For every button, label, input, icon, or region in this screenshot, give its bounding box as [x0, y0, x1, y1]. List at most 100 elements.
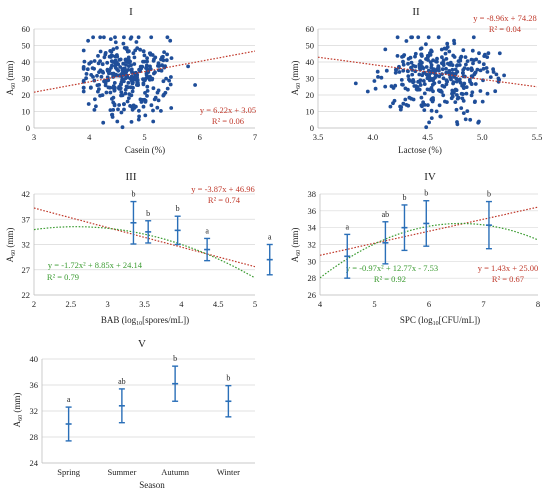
- data-point: [497, 51, 502, 56]
- data-point: [98, 93, 102, 98]
- data-point: [155, 90, 160, 95]
- data-point: [463, 117, 468, 122]
- data-point: [138, 47, 143, 52]
- data-point: [488, 75, 493, 79]
- panel-title: V: [138, 338, 146, 350]
- data-point: [131, 103, 136, 108]
- trendline-r2: R² = 0.74: [208, 195, 241, 205]
- data-point: [447, 49, 452, 54]
- y-tick-label: 38: [308, 189, 317, 199]
- data-point: [162, 50, 167, 54]
- trendline-equation: y = -1.72x² + 8.85x + 24.14: [48, 260, 143, 270]
- data-point: [464, 85, 469, 89]
- data-point: [164, 58, 169, 63]
- data-point: [422, 82, 427, 86]
- data-point: [118, 65, 123, 69]
- data-point: [464, 62, 468, 67]
- data-point: [464, 91, 469, 96]
- data-point: [144, 66, 148, 70]
- data-point: [455, 93, 459, 97]
- significance-letter: b: [131, 190, 135, 199]
- data-point: [469, 81, 474, 86]
- data-point: [443, 51, 448, 56]
- panel-i: I 0 10 20 30 40 50 60 3 4 5 6 7 Casein (%) A60 (mm) y =…: [5, 6, 257, 155]
- data-point: [137, 108, 141, 113]
- data-point: [399, 105, 404, 110]
- data-point: [452, 38, 456, 43]
- data-point: [108, 108, 113, 112]
- data-point: [168, 38, 173, 43]
- data-point: [451, 80, 456, 84]
- data-point: [449, 96, 454, 101]
- polynomial-trendline: [320, 222, 538, 279]
- data-point: [384, 68, 389, 73]
- data-point: [87, 61, 92, 66]
- x-tick-label: 2.5: [66, 299, 77, 309]
- x-tick-label: 5: [253, 299, 257, 309]
- data-point: [455, 63, 460, 67]
- trendline-r2: R² = 0.67: [492, 274, 524, 284]
- data-point: [458, 80, 463, 85]
- data-point: [477, 60, 482, 64]
- data-point: [426, 35, 431, 40]
- data-point: [117, 86, 121, 91]
- data-point: [424, 65, 429, 69]
- data-point: [461, 111, 466, 115]
- data-point: [115, 46, 119, 50]
- data-point: [418, 47, 423, 51]
- data-point: [147, 51, 152, 56]
- data-point: [456, 59, 461, 63]
- data-point: [91, 35, 95, 40]
- data-point: [107, 71, 111, 76]
- data-point: [111, 60, 116, 64]
- y-tick-label: 30: [306, 74, 315, 84]
- data-point: [406, 103, 411, 108]
- polynomial-trendline: [34, 226, 255, 279]
- data-point: [430, 99, 435, 104]
- data-point: [471, 35, 476, 40]
- data-point: [417, 72, 422, 77]
- data-point: [137, 68, 142, 72]
- y-tick-label: 50: [306, 41, 315, 51]
- data-point: [429, 49, 434, 54]
- data-point: [472, 71, 477, 76]
- data-point: [148, 75, 152, 80]
- scatter-points: [81, 35, 198, 130]
- data-point: [431, 96, 435, 100]
- y-tick-label: 50: [22, 41, 31, 51]
- data-point: [416, 35, 421, 40]
- data-point: [106, 85, 111, 90]
- data-point: [155, 105, 160, 110]
- data-point: [84, 72, 89, 76]
- data-point: [444, 78, 449, 83]
- x-axis-label: Season: [139, 480, 165, 490]
- data-point: [459, 106, 464, 110]
- data-point: [94, 104, 98, 109]
- data-point: [164, 76, 169, 81]
- data-point: [161, 54, 165, 59]
- data-point: [353, 81, 358, 86]
- data-point: [418, 83, 423, 87]
- data-point: [429, 116, 434, 120]
- data-point: [437, 103, 442, 108]
- significance-letter: b: [402, 193, 406, 202]
- data-point: [433, 74, 438, 79]
- data-point: [450, 71, 455, 76]
- data-point: [428, 53, 433, 57]
- panel-iii: III 22 27 32 37 42 2 2.5 3 3.5 4 4.5 5 BAB (log10[spo…: [5, 171, 273, 327]
- data-point: [397, 70, 402, 74]
- data-point: [112, 103, 117, 108]
- data-point: [461, 68, 466, 72]
- trendline-r2: R² = 0.06: [212, 116, 244, 126]
- data-point: [101, 70, 105, 75]
- data-point: [108, 37, 113, 41]
- data-point: [113, 35, 117, 40]
- data-point: [461, 83, 466, 88]
- data-point: [82, 59, 87, 64]
- data-point: [81, 89, 86, 94]
- data-point: [439, 47, 444, 52]
- data-point: [441, 76, 446, 81]
- data-point: [424, 42, 428, 47]
- data-point: [453, 100, 458, 104]
- data-point: [409, 65, 413, 70]
